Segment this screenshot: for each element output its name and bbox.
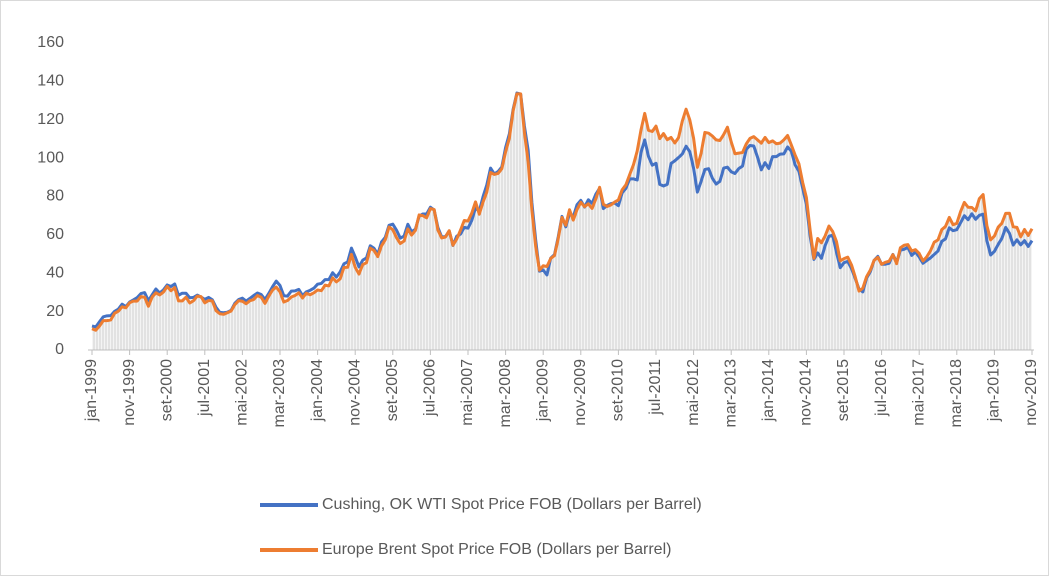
x-tick-label: set-2015 [835, 359, 852, 421]
x-tick-label: set-2000 [158, 359, 175, 421]
x-tick-label: mar-2008 [497, 359, 514, 428]
y-tick-label: 160 [37, 34, 64, 51]
legend-label: Europe Brent Spot Price FOB (Dollars per… [322, 541, 671, 558]
y-tick-label: 100 [37, 149, 64, 166]
y-tick-label: 20 [46, 303, 64, 320]
x-tick-label: jan-2019 [986, 359, 1003, 422]
x-tick-label: set-2005 [384, 359, 401, 421]
series-line [91, 92, 1034, 332]
y-tick-label: 0 [55, 341, 64, 358]
x-tick-label: mai-2017 [910, 359, 927, 426]
x-tick-label: jan-2009 [534, 359, 551, 422]
x-tick-label: mar-2018 [948, 359, 965, 428]
x-tick-label: set-2010 [610, 359, 627, 421]
x-tick-label: jan-1999 [83, 359, 100, 422]
y-tick-label: 60 [46, 226, 64, 243]
legend-label: Cushing, OK WTI Spot Price FOB (Dollars … [322, 496, 702, 513]
x-tick-label: jan-2014 [760, 359, 777, 422]
x-tick-label: nov-2019 [1023, 359, 1040, 426]
y-tick-label: 120 [37, 111, 64, 128]
x-tick-label: jul-2001 [196, 359, 213, 417]
x-tick-label: jul-2011 [647, 359, 664, 416]
y-tick-label: 80 [46, 188, 64, 205]
x-tick-label: mai-2002 [234, 359, 251, 426]
x-tick-label: mar-2013 [722, 359, 739, 428]
x-tick-label: nov-2014 [798, 359, 815, 426]
x-tick-label: mai-2007 [459, 359, 476, 426]
x-tick-label: nov-2009 [572, 359, 589, 426]
x-tick-label: jul-2016 [873, 359, 890, 417]
x-tick-label: nov-2004 [346, 359, 363, 426]
y-tick-label: 40 [46, 264, 64, 281]
x-tick-label: mai-2012 [685, 359, 702, 426]
x-tick-label: mar-2003 [271, 359, 288, 428]
x-tick-label: nov-1999 [121, 359, 138, 426]
x-tick-label: jul-2006 [422, 359, 439, 417]
x-tick-label: jan-2004 [309, 359, 326, 422]
y-tick-label: 140 [37, 73, 64, 90]
